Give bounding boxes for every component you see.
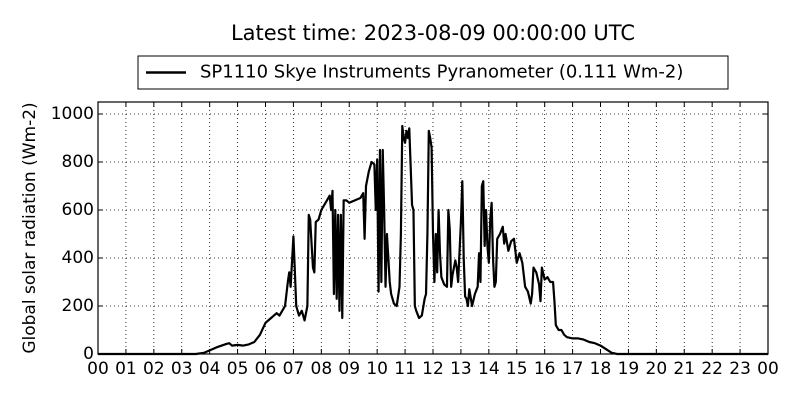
data-line [98, 124, 768, 356]
y-tick-label: 400 [62, 248, 94, 268]
x-tick-label: 00 [87, 359, 109, 379]
x-tick-label: 02 [143, 359, 165, 379]
x-tick-label: 04 [199, 359, 221, 379]
x-tick-label: 05 [227, 359, 249, 379]
y-tick-label: 1000 [51, 104, 94, 124]
x-tick-label: 00 [757, 359, 779, 379]
x-tick-label: 08 [311, 359, 333, 379]
x-tick-label: 16 [534, 359, 556, 379]
x-tick-label: 20 [646, 359, 668, 379]
x-tick-label: 18 [590, 359, 612, 379]
y-tick-label: 200 [62, 296, 94, 316]
x-tick-label: 09 [338, 359, 360, 379]
legend-label: SP1110 Skye Instruments Pyranometer (0.1… [200, 62, 683, 83]
y-tick-label: 800 [62, 152, 94, 172]
x-tick-label: 15 [506, 359, 528, 379]
chart-title: Latest time: 2023-08-09 00:00:00 UTC [231, 21, 635, 45]
x-tick-label: 01 [115, 359, 137, 379]
x-tick-label: 17 [562, 359, 584, 379]
x-tick-label: 10 [366, 359, 388, 379]
y-tick-label: 600 [62, 200, 94, 220]
x-tick-label: 21 [673, 359, 695, 379]
x-tick-label: 03 [171, 359, 193, 379]
x-tick-label: 19 [618, 359, 640, 379]
x-tick-label: 13 [450, 359, 472, 379]
y-axis-label: Global solar radiation (Wm-2) [20, 102, 40, 353]
x-tick-label: 12 [422, 359, 444, 379]
x-tick-label: 23 [729, 359, 751, 379]
x-tick-label: 06 [255, 359, 277, 379]
x-tick-label: 11 [394, 359, 416, 379]
y-tick-label: 0 [83, 344, 94, 364]
plot-frame [97, 101, 769, 355]
x-tick-label: 22 [701, 359, 723, 379]
x-tick-label: 07 [283, 359, 305, 379]
legend-box [137, 55, 729, 90]
x-tick-label: 14 [478, 359, 500, 379]
